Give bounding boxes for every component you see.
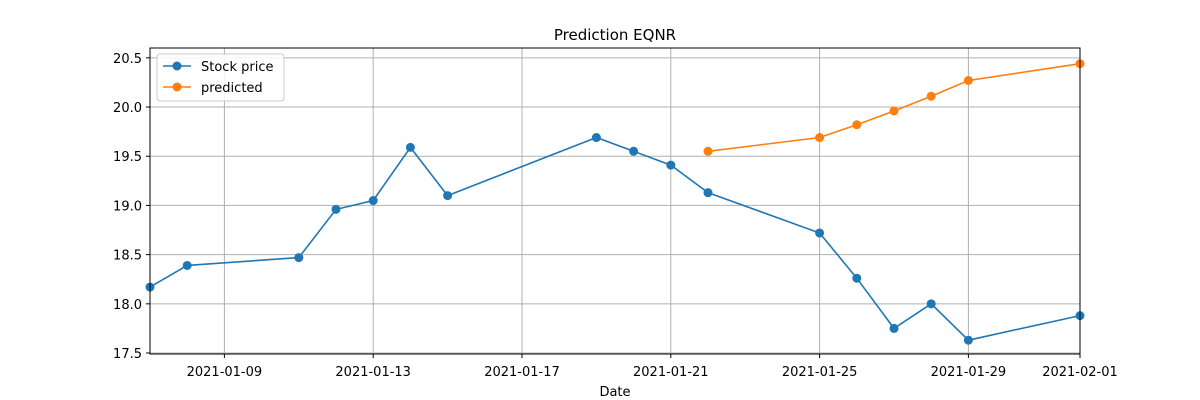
y-tick-label: 20.0 xyxy=(113,101,142,116)
data-point-stock-price xyxy=(703,188,713,198)
legend-label-predicted: predicted xyxy=(201,81,263,96)
y-tick-label: 18.0 xyxy=(113,298,142,313)
data-point-stock-price xyxy=(889,323,899,333)
data-point-stock-price xyxy=(443,191,453,201)
data-point-stock-price xyxy=(852,273,862,283)
y-tick-label: 19.5 xyxy=(113,150,142,165)
data-point-stock-price xyxy=(182,260,192,270)
legend-marker-predicted xyxy=(172,82,182,92)
x-tick-label: 2021-01-13 xyxy=(335,365,411,380)
x-tick-label: 2021-01-09 xyxy=(187,365,263,380)
data-point-stock-price xyxy=(815,228,825,238)
data-point-predicted xyxy=(926,91,936,101)
legend-label-stock-price: Stock price xyxy=(201,60,273,75)
data-point-stock-price xyxy=(926,299,936,309)
axis-ticks: 2021-01-09 2021-01-13 2021-01-17 2021-01-21… xyxy=(113,52,1118,380)
data-point-predicted xyxy=(815,133,825,143)
data-point-stock-price xyxy=(629,146,639,156)
data-point-predicted xyxy=(703,146,713,156)
data-point-stock-price xyxy=(294,253,304,263)
data-point-stock-price xyxy=(405,142,415,152)
y-tick-label: 17.5 xyxy=(113,347,142,362)
data-point-stock-price xyxy=(666,160,676,170)
series-layer xyxy=(145,59,1085,345)
grid xyxy=(150,48,1081,354)
data-point-predicted xyxy=(852,120,862,130)
data-point-stock-price xyxy=(368,196,378,206)
data-point-stock-price xyxy=(331,204,341,214)
y-tick-label: 18.5 xyxy=(113,249,142,264)
data-point-predicted xyxy=(963,75,973,85)
y-tick-label: 20.5 xyxy=(113,52,142,67)
x-tick-label: 2021-01-29 xyxy=(931,365,1007,380)
legend: Stock price predicted xyxy=(156,53,285,102)
plot-frame xyxy=(149,47,1081,355)
chart-title: Prediction EQNR xyxy=(554,26,676,44)
x-axis-title: Date xyxy=(599,385,630,400)
x-tick-label: 2021-02-01 xyxy=(1042,365,1118,380)
data-point-predicted xyxy=(889,106,899,116)
data-point-stock-price xyxy=(591,133,601,143)
data-point-stock-price xyxy=(963,335,973,345)
x-tick-label: 2021-01-25 xyxy=(782,365,858,380)
y-tick-label: 19.0 xyxy=(113,199,142,214)
x-tick-label: 2021-01-17 xyxy=(484,365,560,380)
legend-marker-stock-price xyxy=(172,61,182,71)
plot-area xyxy=(150,48,1080,354)
x-tick-label: 2021-01-21 xyxy=(633,365,709,380)
